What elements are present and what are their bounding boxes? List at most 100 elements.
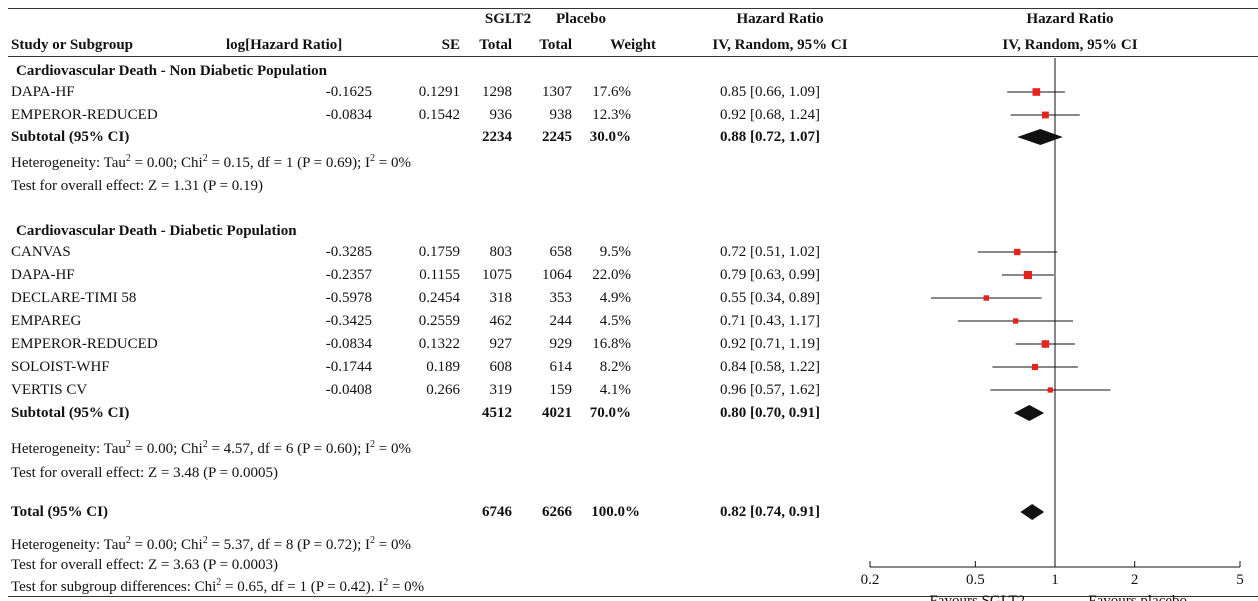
study-loghr: -0.0834 (325, 107, 372, 123)
summary-diamond (1017, 129, 1063, 145)
study-weight: 16.8% (592, 336, 631, 352)
total-label: Total (95% CI) (11, 504, 108, 520)
study-se: 0.266 (426, 382, 460, 398)
subtotal-weight: 70.0% (589, 405, 631, 421)
study-name: DAPA-HF (11, 267, 75, 283)
x-tick-label: 1 (1051, 572, 1059, 588)
study-name: CANVAS (11, 244, 71, 260)
study-weight: 12.3% (592, 107, 631, 123)
study-weight: 22.0% (592, 267, 631, 283)
study-weight: 4.5% (599, 313, 631, 329)
study-loghr: -0.2357 (325, 267, 372, 283)
header-loghr: log[Hazard Ratio] (226, 37, 343, 53)
header-study: Study or Subgroup (11, 37, 134, 53)
study-ci: 0.85 [0.66, 1.09] (720, 84, 820, 100)
study-weight: 8.2% (599, 359, 631, 375)
total-ci: 0.82 [0.74, 0.91] (720, 504, 820, 520)
study-total-placebo: 929 (549, 336, 573, 352)
study-se: 0.2559 (418, 313, 460, 329)
study-se: 0.1542 (418, 107, 460, 123)
study-total-sglt2: 1075 (482, 267, 512, 283)
study-loghr: -0.1744 (325, 359, 372, 375)
header-ci-method: IV, Random, 95% CI (712, 37, 848, 53)
study-name: DAPA-HF (11, 84, 75, 100)
study-se: 0.1322 (418, 336, 460, 352)
study-se: 0.189 (426, 359, 460, 375)
subtotal-label: Subtotal (95% CI) (11, 405, 130, 421)
top-rule (8, 8, 1258, 9)
study-name: EMPEROR-REDUCED (11, 336, 158, 352)
study-name: SOLOIST-WHF (11, 359, 110, 375)
overall-effect-text: Test for overall effect: Z = 1.31 (P = 0… (11, 178, 264, 194)
heterogeneity-text: Heterogeneity: Tau2 = 0.00; Chi2 = 0.15,… (11, 153, 411, 172)
study-marker (1041, 111, 1049, 119)
favours-right-label: Favours placebo (1088, 593, 1187, 601)
total-total-placebo: 6266 (542, 504, 572, 520)
header-weight: Weight (610, 37, 656, 53)
study-ci: 0.84 [0.58, 1.22] (720, 359, 820, 375)
subtotal-label: Subtotal (95% CI) (11, 129, 130, 145)
group-title-non-diabetic: Cardiovascular Death - Non Diabetic Popu… (16, 63, 327, 79)
header-sglt2: SGLT2 (484, 11, 532, 27)
study-marker (1023, 270, 1032, 280)
study-se: 0.1291 (418, 84, 460, 100)
header-rule (8, 56, 1258, 57)
study-marker (1032, 88, 1041, 96)
study-weight: 4.1% (599, 382, 631, 398)
study-weight: 17.6% (592, 84, 631, 100)
subtotal-total-sglt2: 2234 (482, 129, 512, 145)
study-total-placebo: 244 (549, 313, 573, 329)
heterogeneity-text: Heterogeneity: Tau2 = 0.00; Chi2 = 5.37,… (11, 535, 411, 554)
summary-diamond (1020, 504, 1045, 520)
study-se: 0.2454 (418, 290, 460, 306)
study-total-sglt2: 927 (489, 336, 513, 352)
x-tick-label: 2 (1131, 572, 1139, 588)
study-total-sglt2: 803 (489, 244, 513, 260)
subtotal-total-placebo: 2245 (542, 129, 572, 145)
total-weight: 100.0% (591, 504, 640, 520)
study-loghr: -0.1625 (325, 84, 372, 100)
study-total-sglt2: 608 (489, 359, 513, 375)
study-total-placebo: 353 (549, 290, 573, 306)
study-ci: 0.71 [0.43, 1.17] (720, 313, 820, 329)
subtotal-total-sglt2: 4512 (482, 405, 512, 421)
study-loghr: -0.0834 (325, 336, 372, 352)
study-total-sglt2: 936 (489, 107, 513, 123)
study-se: 0.1155 (419, 267, 460, 283)
study-marker (1014, 248, 1021, 256)
study-se: 0.1759 (418, 244, 460, 260)
header-placebo: Placebo (556, 11, 606, 27)
study-weight: 4.9% (599, 290, 631, 306)
subgroup-differences-text: Test for subgroup differences: Chi2 = 0.… (11, 577, 425, 596)
study-name: DECLARE-TIMI 58 (11, 290, 137, 306)
study-total-placebo: 159 (549, 382, 573, 398)
study-ci: 0.79 [0.63, 0.99] (720, 267, 820, 283)
subtotal-weight: 30.0% (589, 129, 631, 145)
study-name: EMPEROR-REDUCED (11, 107, 158, 123)
header-se: SE (441, 37, 460, 53)
study-ci: 0.92 [0.71, 1.19] (720, 336, 820, 352)
study-total-placebo: 658 (549, 244, 573, 260)
study-marker (1031, 363, 1039, 371)
study-ci: 0.72 [0.51, 1.02] (720, 244, 820, 260)
summary-diamond (1014, 405, 1045, 421)
subtotal-ci: 0.80 [0.70, 0.91] (720, 405, 820, 421)
study-total-placebo: 1307 (542, 84, 572, 100)
study-loghr: -0.3425 (325, 313, 372, 329)
heterogeneity-text: Heterogeneity: Tau2 = 0.00; Chi2 = 4.57,… (11, 439, 411, 458)
study-name: VERTIS CV (11, 382, 88, 398)
study-weight: 9.5% (599, 244, 631, 260)
study-total-placebo: 1064 (542, 267, 572, 283)
study-total-sglt2: 462 (489, 313, 513, 329)
study-marker (1012, 318, 1019, 324)
header-total-sglt2: Total (479, 37, 512, 53)
x-tick-label: 0.5 (966, 572, 985, 588)
study-loghr: -0.5978 (325, 290, 372, 306)
study-ci: 0.96 [0.57, 1.62] (720, 382, 820, 398)
study-ci: 0.92 [0.68, 1.24] (720, 107, 820, 123)
total-total-sglt2: 6746 (482, 504, 512, 520)
study-marker (983, 295, 989, 301)
study-total-placebo: 938 (549, 107, 573, 123)
x-tick-label: 5 (1236, 572, 1244, 588)
